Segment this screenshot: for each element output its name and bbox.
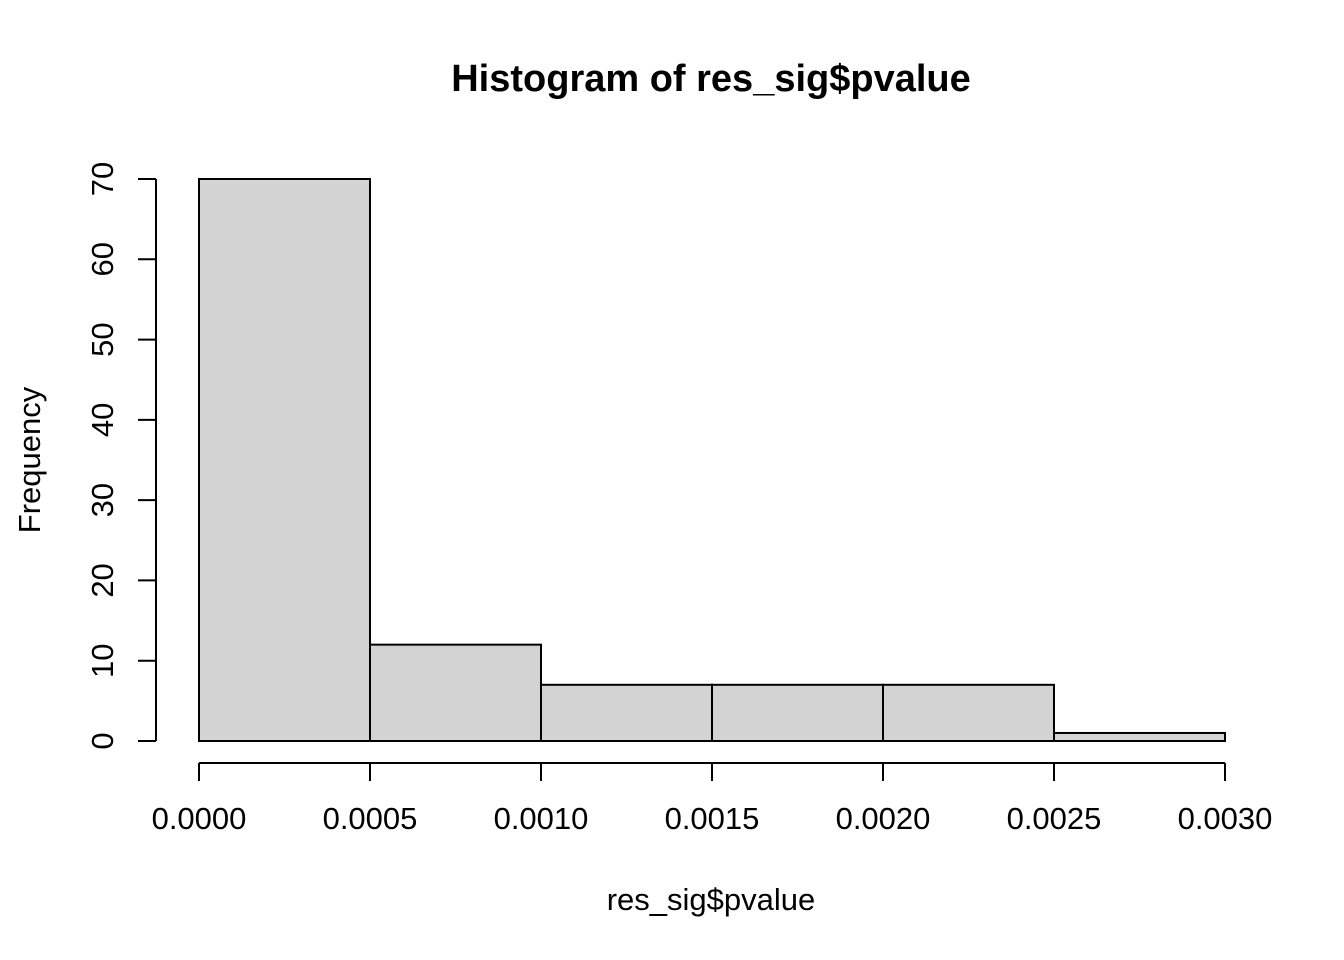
y-tick-label: 70 [85, 162, 120, 196]
histogram-bar-0 [198, 178, 371, 742]
histogram-bar-4 [882, 683, 1055, 742]
histogram-bar-1 [369, 643, 542, 743]
x-tick-label: 0.0020 [836, 801, 931, 836]
histogram-bar-5 [1053, 731, 1226, 743]
y-tick-label: 40 [85, 403, 120, 437]
x-axis-label: res_sig$pvalue [606, 882, 816, 917]
x-tick-label: 0.0010 [494, 801, 589, 836]
x-tick-label: 0.0025 [1007, 801, 1102, 836]
x-tick-label: 0.0030 [1178, 801, 1273, 836]
x-tick-label: 0.0000 [152, 801, 247, 836]
x-tick-label: 0.0005 [323, 801, 418, 836]
y-tick-label: 30 [85, 483, 120, 517]
y-tick-label: 20 [85, 563, 120, 597]
x-tick-label: 0.0015 [665, 801, 760, 836]
y-tick-label: 50 [85, 322, 120, 356]
histogram-bar-2 [540, 683, 713, 742]
y-tick-label: 10 [85, 643, 120, 677]
y-tick-label: 60 [85, 242, 120, 276]
histogram-bar-3 [711, 683, 884, 742]
y-tick-label: 0 [85, 732, 120, 749]
chart-title: Histogram of res_sig$pvalue [451, 58, 971, 100]
